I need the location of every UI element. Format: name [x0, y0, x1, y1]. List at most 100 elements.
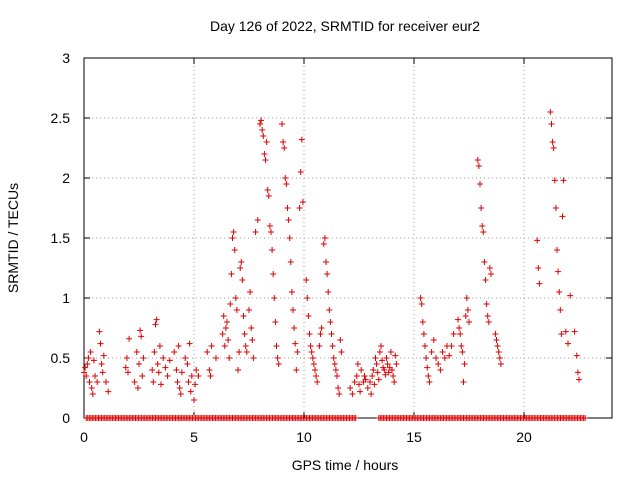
- y-axis-label: SRMTID / TECUs: [5, 183, 21, 293]
- data-point: [89, 391, 96, 397]
- data-point: [287, 259, 294, 265]
- data-point: [314, 379, 321, 385]
- x-tick-labels: 0 5 10 15 20: [80, 429, 532, 445]
- data-point: [133, 349, 140, 355]
- data-point: [224, 319, 230, 325]
- data-point: [233, 307, 240, 313]
- data-point: [482, 277, 489, 283]
- data-point: [316, 343, 323, 349]
- data-point: [475, 163, 482, 169]
- data-point: [126, 335, 133, 342]
- data-point: [158, 381, 164, 388]
- data-point: [254, 217, 261, 223]
- data-point: [298, 136, 305, 143]
- data-point: [439, 349, 446, 355]
- data-point: [369, 373, 376, 379]
- data-point: [371, 381, 378, 388]
- data-point: [351, 379, 358, 385]
- data-point: [131, 379, 138, 385]
- data-point: [162, 364, 169, 371]
- zero-point: [582, 415, 589, 421]
- data-points: [81, 109, 589, 421]
- data-point: [437, 367, 444, 373]
- data-point: [318, 325, 325, 331]
- data-point: [88, 385, 95, 391]
- data-point: [188, 373, 195, 379]
- data-point: [455, 316, 461, 323]
- data-point: [548, 121, 555, 127]
- data-point: [423, 355, 430, 361]
- data-point: [257, 121, 263, 127]
- data-point: [391, 379, 398, 385]
- data-point: [312, 367, 318, 373]
- data-point: [425, 373, 432, 379]
- data-point: [364, 385, 371, 391]
- data-point: [275, 361, 282, 367]
- data-point: [193, 367, 200, 373]
- data-point: [325, 289, 332, 295]
- data-point: [81, 369, 87, 376]
- data-point: [370, 367, 377, 373]
- data-point: [497, 361, 504, 367]
- data-point: [574, 369, 581, 376]
- data-point: [92, 373, 98, 379]
- data-point: [390, 373, 397, 379]
- data-point: [420, 331, 427, 337]
- data-point: [556, 289, 563, 295]
- data-point: [100, 352, 107, 359]
- data-point: [238, 259, 245, 265]
- data-point: [576, 376, 582, 383]
- data-point: [535, 265, 542, 271]
- data-point: [280, 139, 287, 145]
- data-point: [260, 133, 267, 139]
- data-point: [187, 388, 194, 395]
- data-point: [286, 235, 293, 241]
- data-point: [457, 331, 464, 337]
- data-point: [230, 229, 237, 235]
- data-point: [237, 265, 244, 271]
- y-tick-labels: 0 0.5 1 1.5 2 2.5 3: [51, 50, 71, 426]
- data-point: [226, 355, 233, 361]
- data-point: [281, 145, 288, 151]
- data-point: [458, 343, 465, 349]
- data-point: [123, 355, 130, 361]
- data-point: [86, 379, 93, 385]
- data-point: [358, 367, 365, 373]
- data-point: [484, 313, 491, 319]
- data-point: [317, 331, 324, 337]
- data-point: [90, 357, 97, 364]
- data-point: [246, 307, 252, 313]
- data-point: [336, 391, 343, 397]
- data-point: [373, 361, 380, 367]
- data-point: [171, 349, 178, 355]
- data-point: [357, 388, 364, 395]
- data-point: [105, 388, 112, 395]
- data-point: [154, 361, 161, 367]
- y-tick-label: 1: [62, 290, 70, 306]
- data-point: [263, 139, 270, 145]
- data-point: [463, 295, 470, 301]
- data-point: [486, 265, 493, 271]
- data-point: [125, 369, 131, 376]
- zero-point: [352, 415, 359, 421]
- data-point: [140, 355, 147, 361]
- data-point: [274, 355, 281, 361]
- data-point: [326, 307, 333, 313]
- data-point: [94, 379, 101, 385]
- data-point: [134, 385, 141, 391]
- data-point: [464, 307, 471, 313]
- grid-lines: [84, 58, 612, 418]
- y-tick-label: 0: [62, 410, 70, 426]
- data-point: [354, 361, 361, 367]
- data-point: [261, 151, 268, 157]
- data-point: [555, 268, 562, 275]
- data-point: [231, 247, 238, 253]
- data-point: [264, 187, 271, 193]
- data-point: [151, 349, 158, 355]
- data-point: [160, 355, 167, 361]
- data-point: [441, 355, 448, 361]
- data-point: [138, 333, 145, 340]
- data-point: [382, 371, 389, 378]
- data-point: [424, 364, 431, 371]
